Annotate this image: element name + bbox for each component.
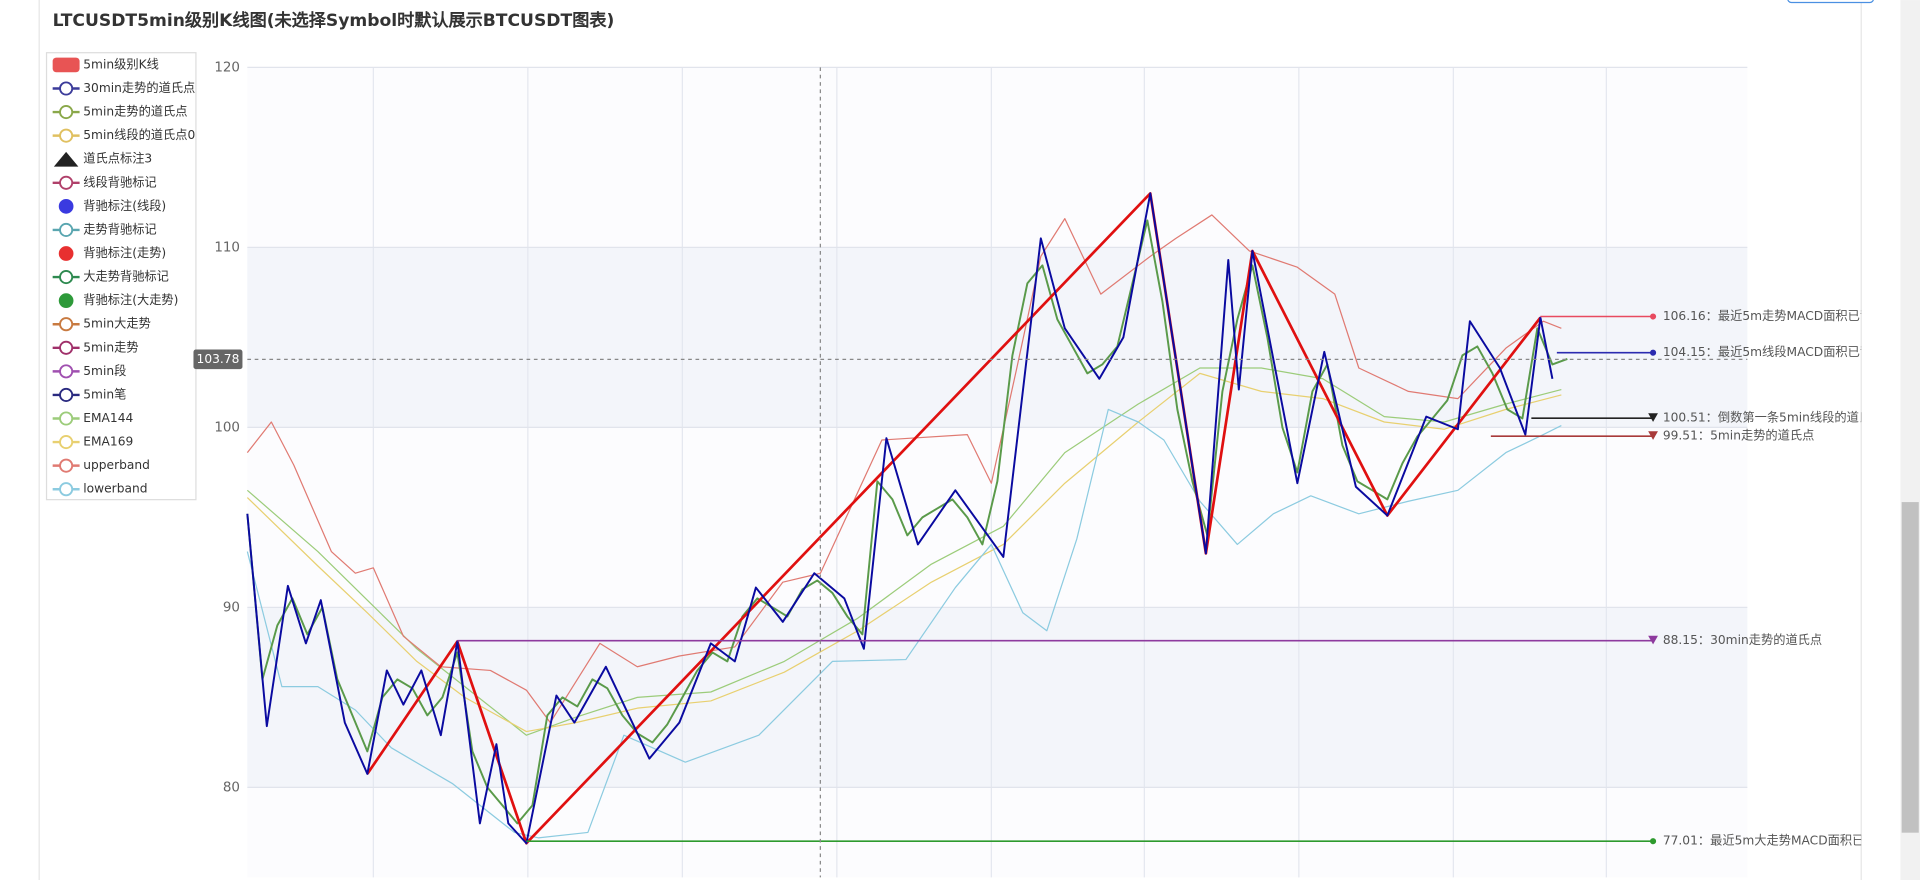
legend-icon — [59, 128, 74, 143]
mark-lines: 106.16：最近5m走势MACD面积已背 104.15：最近5m线段MACD面积… — [457, 309, 1877, 848]
legend-label[interactable]: 5min大走势 — [83, 317, 151, 331]
chart-title: LTCUSDT5min级别K线图(未选择Symbol时默认展示BTCUSDT图表… — [53, 10, 615, 31]
crosshair-label: 103.78 — [197, 352, 240, 366]
legend-label[interactable]: EMA144 — [83, 411, 133, 425]
legend-icon — [59, 175, 74, 190]
legend-label[interactable]: upperband — [83, 458, 150, 472]
legend-icon — [59, 411, 74, 426]
legend-label[interactable]: lowerband — [83, 482, 147, 496]
legend-label[interactable]: 背驰标注(线段) — [83, 198, 166, 213]
mark-label: 100.51：倒数第一条5min线段的道氏 — [1663, 410, 1871, 425]
y-tick-label: 120 — [214, 60, 240, 75]
scroll-thumb[interactable] — [1901, 502, 1919, 833]
legend-label[interactable]: 背驰标注(大走势) — [83, 292, 178, 307]
legend-label[interactable]: 5min走势的道氏点 — [83, 104, 187, 119]
plot: 80 90 100 110 120 — [214, 60, 1748, 878]
series-line — [246, 192, 1554, 845]
legend-icon — [53, 151, 79, 167]
mark-label: 106.16：最近5m走势MACD面积已背 — [1663, 309, 1872, 323]
crosshair-label-bg — [193, 349, 243, 370]
legend-icon — [58, 199, 74, 214]
legend-icon — [52, 57, 80, 73]
legend-icon — [59, 270, 74, 285]
grid-band — [247, 247, 1748, 428]
legend-icon — [59, 482, 74, 497]
legend-label[interactable]: 5min线段的道氏点0 — [83, 127, 195, 142]
mark-label: 88.15：30min走势的道氏点 — [1663, 632, 1822, 647]
legend-icon — [58, 293, 74, 308]
series-line — [246, 372, 1562, 733]
legend-label[interactable]: EMA169 — [83, 435, 133, 449]
legend-label[interactable]: 走势背驰标记 — [83, 222, 156, 236]
mark-symbol — [1648, 431, 1658, 440]
mark-label: 99.51：5min走势的道氏点 — [1663, 428, 1815, 443]
y-tick-label: 80 — [223, 780, 240, 795]
legend-label[interactable]: 5min级别K线 — [83, 57, 159, 71]
legend-icon — [59, 364, 74, 379]
mark-label: 104.15：最近5m线段MACD面积已背 — [1663, 344, 1872, 359]
legend-icon — [59, 222, 74, 237]
y-tick-label: 100 — [214, 420, 240, 435]
mark-symbol — [1650, 349, 1657, 356]
series-line — [246, 214, 1562, 724]
legend-label[interactable]: 5min段 — [83, 363, 126, 378]
legend-icon — [59, 105, 74, 120]
legend-label[interactable]: 大走势背驰标记 — [83, 270, 169, 284]
zoom-slider[interactable] — [1787, 0, 1874, 4]
legend-icon — [59, 81, 74, 96]
legend-icon — [59, 387, 74, 402]
y-tick-label: 110 — [214, 240, 240, 255]
legend-icon — [59, 317, 74, 332]
mark-symbol — [1650, 313, 1657, 320]
legend-label[interactable]: 30min走势的道氏点 — [83, 80, 195, 95]
mark-symbol — [1648, 413, 1658, 422]
series-line — [246, 408, 1562, 839]
legend-icon — [58, 246, 74, 261]
mark-symbol — [1650, 838, 1657, 845]
legend-label[interactable]: 道氏点标注3 — [83, 151, 152, 166]
legend-icon — [59, 435, 74, 450]
legend-label[interactable]: 线段背驰标记 — [83, 174, 156, 189]
legend-label[interactable]: 5min笔 — [83, 386, 126, 401]
legend-label[interactable]: 5min走势 — [83, 340, 138, 354]
legend-icon — [59, 340, 74, 355]
mark-label: 77.01：最近5m大走势MACD面积已背 — [1663, 834, 1877, 848]
legend-icon — [59, 458, 74, 473]
legend-label[interactable]: 背驰标注(走势) — [83, 245, 166, 260]
y-tick-label: 90 — [223, 600, 240, 615]
mark-symbol — [1648, 635, 1658, 645]
